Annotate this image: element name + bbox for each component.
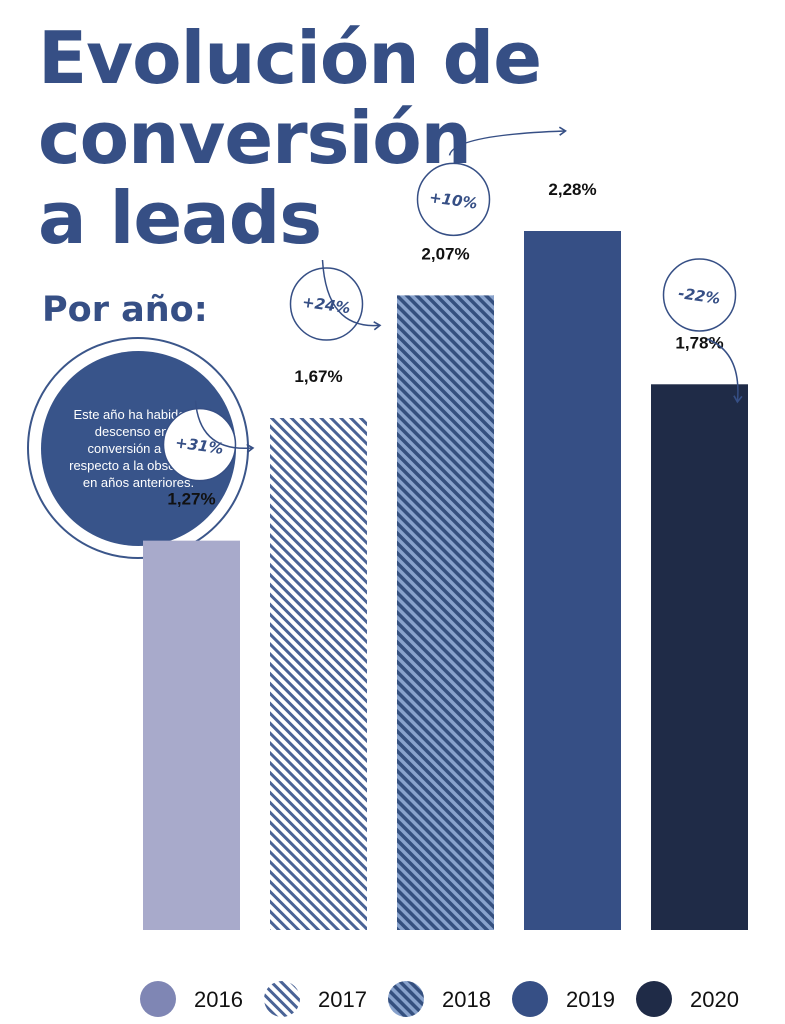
bar-2016 (143, 540, 240, 930)
title-line-1: Evolución de (38, 16, 542, 100)
legend-label-2020: 2020 (690, 987, 739, 1012)
legend-label-2019: 2019 (566, 987, 615, 1012)
legend-label-2016: 2016 (194, 987, 243, 1012)
bar-2019 (524, 231, 621, 930)
title-line-3: a leads (38, 176, 322, 260)
change-badge-circle-1 (162, 407, 237, 482)
legend-label-2017: 2017 (318, 987, 367, 1012)
change-badge-circle-4 (662, 258, 737, 332)
change-arrow-1 (194, 400, 255, 454)
value-label-2018: 2,07% (421, 244, 469, 263)
value-label-2017: 1,67% (294, 367, 342, 386)
value-label-2019: 2,28% (548, 180, 596, 199)
legend-swatch-2017 (264, 981, 300, 1017)
legend-swatch-2018 (388, 981, 424, 1017)
bars-group (143, 231, 748, 931)
legend-label-2018: 2018 (442, 987, 491, 1012)
chart-subtitle: Por año: (42, 290, 208, 330)
change-arrow-3 (448, 126, 567, 156)
change-badge-label-4: -22% (677, 284, 721, 308)
value-label-2016: 1,27% (167, 490, 215, 509)
legend-swatch-2016 (140, 981, 176, 1017)
change-badge-circle-3 (416, 162, 491, 237)
value-labels-group: 1,27% 1,67% 2,07% 2,28% 1,78% (167, 180, 723, 509)
chart-title: Evolución de conversión a leads (38, 16, 542, 260)
change-arrow-4 (707, 338, 743, 404)
legend-swatch-2019 (512, 981, 548, 1017)
bar-2017 (270, 418, 367, 930)
bar-2018 (397, 295, 494, 930)
change-badge-circle-2 (289, 267, 364, 341)
value-label-2020: 1,78% (675, 333, 723, 352)
legend-swatch-2020 (636, 981, 672, 1017)
legend: 2016 2017 2018 2019 2020 (140, 981, 739, 1017)
title-line-2: conversión (38, 96, 472, 180)
change-badges-group: +31%+24%+10%-22% (162, 126, 743, 482)
bar-2020 (651, 384, 748, 931)
change-arrow-2 (321, 259, 382, 331)
